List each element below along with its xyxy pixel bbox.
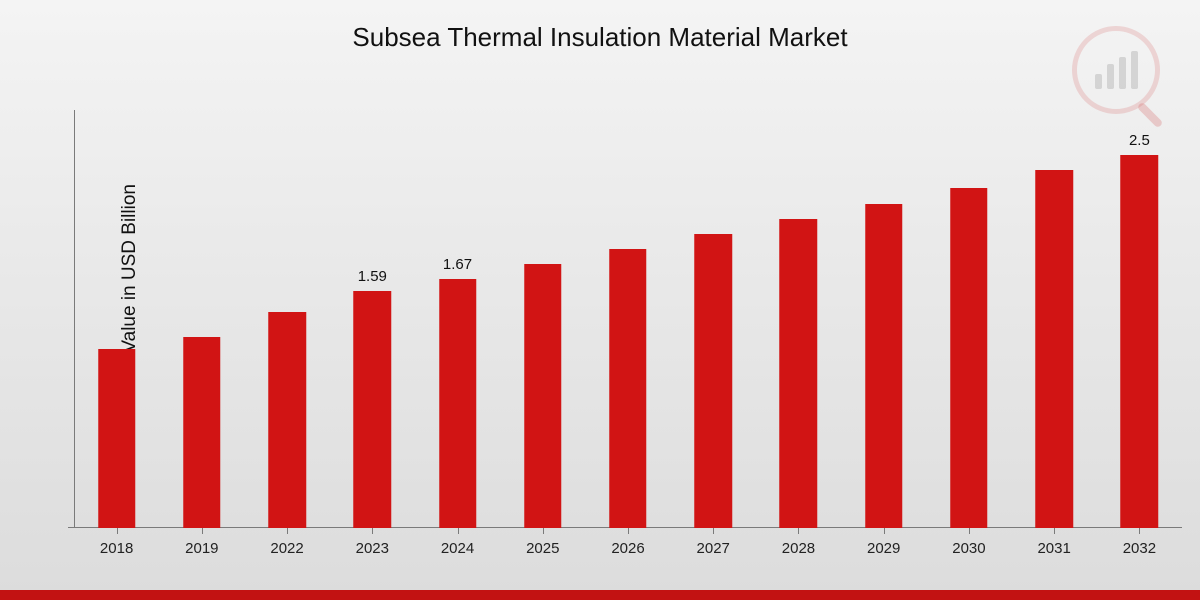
y-tick [68, 527, 74, 528]
bar-slot: 1.59 [330, 110, 415, 528]
x-axis-label: 2027 [697, 540, 730, 557]
x-tick [969, 528, 970, 534]
bar: 1.59 [354, 291, 391, 528]
bar [609, 249, 646, 528]
x-tick [1054, 528, 1055, 534]
x-axis-label: 2029 [867, 540, 900, 557]
bar-slot [159, 110, 244, 528]
footer-accent-bar [0, 590, 1200, 600]
x-axis-labels-row: 2018 2019 2022 2023 2024 2025 2026 2027 2028 2029… [74, 540, 1182, 562]
bar [694, 234, 731, 528]
bar [183, 337, 220, 528]
x-tick [117, 528, 118, 534]
bar-slot [74, 110, 159, 528]
bar [98, 349, 135, 528]
x-axis-label: 2022 [270, 540, 303, 557]
bar-slot: 1.67 [415, 110, 500, 528]
x-axis-label: 2018 [100, 540, 133, 557]
x-tick [458, 528, 459, 534]
x-axis-label: 2030 [952, 540, 985, 557]
bars-area: 1.59 1.67 2.5 [74, 110, 1182, 528]
bar-value-label: 1.67 [443, 256, 472, 273]
chart-title: Subsea Thermal Insulation Material Marke… [0, 22, 1200, 53]
bar [865, 204, 902, 528]
logo-watermark-icon [1072, 26, 1160, 114]
x-axis-label: 2026 [611, 540, 644, 557]
bar [268, 312, 305, 528]
x-axis-label: 2019 [185, 540, 218, 557]
x-axis-label: 2023 [356, 540, 389, 557]
bar-slot [585, 110, 670, 528]
x-tick [628, 528, 629, 534]
bar [780, 219, 817, 528]
x-axis-label: 2028 [782, 540, 815, 557]
chart-page: Subsea Thermal Insulation Material Marke… [0, 0, 1200, 600]
bar-slot [756, 110, 841, 528]
x-tick [798, 528, 799, 534]
bar: 1.67 [439, 279, 476, 528]
bar-slot: 2.5 [1097, 110, 1182, 528]
bar-slot [244, 110, 329, 528]
x-tick [543, 528, 544, 534]
bar-slot [926, 110, 1011, 528]
x-tick [202, 528, 203, 534]
bar-value-label: 2.5 [1129, 132, 1150, 149]
plot-area: 1.59 1.67 2.5 [74, 110, 1182, 528]
bar-slot [500, 110, 585, 528]
bar-slot [1012, 110, 1097, 528]
bar-slot [671, 110, 756, 528]
x-axis-label: 2024 [441, 540, 474, 557]
x-axis-label: 2032 [1123, 540, 1156, 557]
bar: 2.5 [1121, 155, 1158, 528]
x-tick [1139, 528, 1140, 534]
x-tick [287, 528, 288, 534]
bar-slot [841, 110, 926, 528]
x-tick [884, 528, 885, 534]
x-axis-label: 2025 [526, 540, 559, 557]
bar [1035, 170, 1072, 528]
x-axis-label: 2031 [1037, 540, 1070, 557]
bar [524, 264, 561, 528]
x-tick [713, 528, 714, 534]
bar-value-label: 1.59 [358, 268, 387, 285]
bar [950, 188, 987, 528]
x-tick [372, 528, 373, 534]
